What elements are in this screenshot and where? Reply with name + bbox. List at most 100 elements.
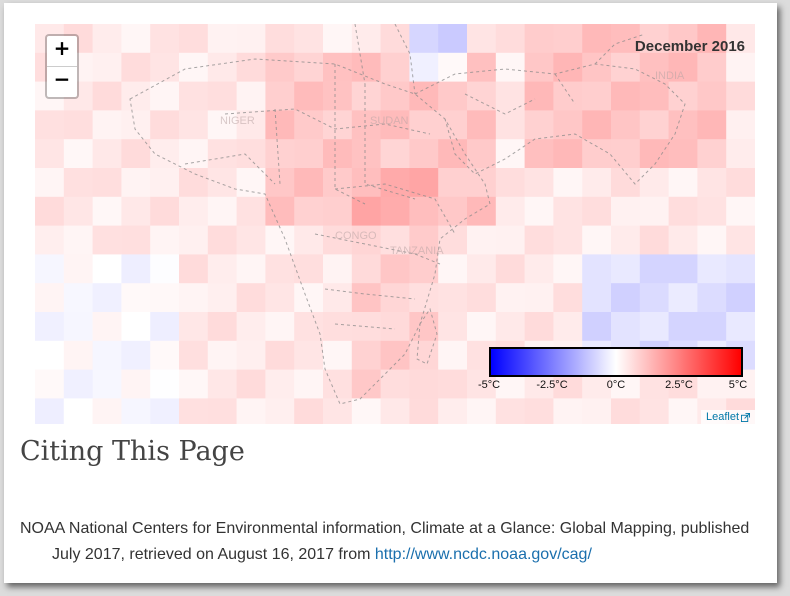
anomaly-cell xyxy=(294,81,324,111)
anomaly-cell xyxy=(92,225,122,255)
anomaly-cell xyxy=(323,312,353,342)
anomaly-cell xyxy=(611,196,641,227)
anomaly-cell xyxy=(582,81,612,111)
anomaly-cell xyxy=(179,283,209,313)
anomaly-cell xyxy=(351,340,382,371)
anomaly-cell xyxy=(265,225,295,255)
anomaly-cell xyxy=(380,369,410,399)
anomaly-cell xyxy=(611,81,641,111)
content-card: NIGER SUDAN TANZANIA INDIA CONGO + − Dec… xyxy=(4,3,777,583)
anomaly-cell xyxy=(524,225,554,255)
legend-tick: 2.5°C xyxy=(665,379,693,391)
anomaly-cell xyxy=(236,196,266,227)
anomaly-cell xyxy=(380,139,410,169)
anomaly-cell xyxy=(351,369,382,399)
anomaly-cell xyxy=(207,369,238,399)
anomaly-cell xyxy=(150,168,180,198)
anomaly-cell xyxy=(323,340,353,371)
anomaly-cell xyxy=(35,283,65,313)
anomaly-cell xyxy=(553,24,583,54)
anomaly-cell xyxy=(553,312,583,342)
anomaly-cell xyxy=(438,52,468,83)
anomaly-cell xyxy=(467,52,497,83)
anomaly-cell xyxy=(294,196,324,227)
anomaly-cell xyxy=(207,398,238,424)
anomaly-cell xyxy=(150,283,180,313)
anomaly-cell xyxy=(35,312,65,342)
anomaly-cell xyxy=(467,196,497,227)
anomaly-cell xyxy=(150,312,180,342)
anomaly-cell xyxy=(438,398,468,424)
anomaly-cell xyxy=(639,168,670,198)
leaflet-link[interactable]: Leaflet xyxy=(705,411,739,423)
anomaly-cell xyxy=(179,139,209,169)
anomaly-cell xyxy=(697,52,727,83)
anomaly-cell xyxy=(639,110,670,140)
anomaly-cell xyxy=(121,340,151,371)
anomaly-cell xyxy=(524,196,554,227)
anomaly-cell xyxy=(467,254,497,284)
anomaly-cell xyxy=(524,24,554,54)
anomaly-cell xyxy=(697,110,727,140)
anomaly-cell xyxy=(438,312,468,342)
anomaly-cell xyxy=(524,254,554,284)
anomaly-cell xyxy=(35,225,65,255)
anomaly-cell xyxy=(467,312,497,342)
anomaly-cell xyxy=(323,52,353,83)
anomaly-cell xyxy=(668,254,698,284)
anomaly-cell xyxy=(92,168,122,198)
anomaly-cell xyxy=(611,139,641,169)
anomaly-cell xyxy=(697,24,727,54)
anomaly-cell xyxy=(697,196,727,227)
anomaly-cell xyxy=(236,81,266,111)
anomaly-cell xyxy=(639,398,670,424)
anomaly-cell xyxy=(726,24,755,54)
anomaly-cell xyxy=(726,139,755,169)
anomaly-cell xyxy=(582,168,612,198)
anomaly-cell xyxy=(697,283,727,313)
anomaly-cell xyxy=(524,81,554,111)
zoom-out-button[interactable]: − xyxy=(53,67,71,91)
anomaly-cell xyxy=(35,254,65,284)
anomaly-cell xyxy=(697,168,727,198)
anomaly-map[interactable]: NIGER SUDAN TANZANIA INDIA CONGO + − Dec… xyxy=(35,24,755,424)
anomaly-cell xyxy=(35,398,65,424)
anomaly-cell xyxy=(495,312,526,342)
anomaly-cell xyxy=(351,168,382,198)
anomaly-cell xyxy=(467,24,497,54)
anomaly-cell xyxy=(265,283,295,313)
anomaly-cell xyxy=(697,139,727,169)
anomaly-cell xyxy=(380,52,410,83)
date-label: December 2016 xyxy=(634,38,745,55)
anomaly-cell xyxy=(35,110,65,140)
anomaly-cell xyxy=(294,254,324,284)
map-attribution[interactable]: Leaflet xyxy=(700,410,755,424)
anomaly-cell xyxy=(294,398,324,424)
anomaly-cell xyxy=(265,52,295,83)
anomaly-cell xyxy=(35,369,65,399)
anomaly-cell xyxy=(92,369,122,399)
anomaly-cell xyxy=(323,168,353,198)
anomaly-cell xyxy=(63,168,94,198)
anomaly-cell xyxy=(179,52,209,83)
external-link-icon xyxy=(741,412,750,422)
anomaly-cell xyxy=(611,254,641,284)
country-label-niger: NIGER xyxy=(220,115,255,127)
anomaly-cell xyxy=(639,139,670,169)
citation-link[interactable]: http://www.ncdc.noaa.gov/cag/ xyxy=(374,546,592,563)
anomaly-cell xyxy=(438,340,468,371)
anomaly-cell xyxy=(726,168,755,198)
anomaly-cell xyxy=(63,110,94,140)
anomaly-cell xyxy=(323,225,353,255)
citation-body: NOAA National Centers for Environmental … xyxy=(20,520,750,563)
anomaly-cell xyxy=(553,283,583,313)
anomaly-cell xyxy=(467,398,497,424)
zoom-in-button[interactable]: + xyxy=(47,36,77,67)
anomaly-cell xyxy=(524,168,554,198)
anomaly-cell xyxy=(150,52,180,83)
anomaly-cell xyxy=(380,254,410,284)
anomaly-cell xyxy=(92,283,122,313)
country-borders: NIGER SUDAN TANZANIA INDIA CONGO xyxy=(129,24,686,405)
anomaly-cell xyxy=(150,110,180,140)
anomaly-cell xyxy=(726,225,755,255)
